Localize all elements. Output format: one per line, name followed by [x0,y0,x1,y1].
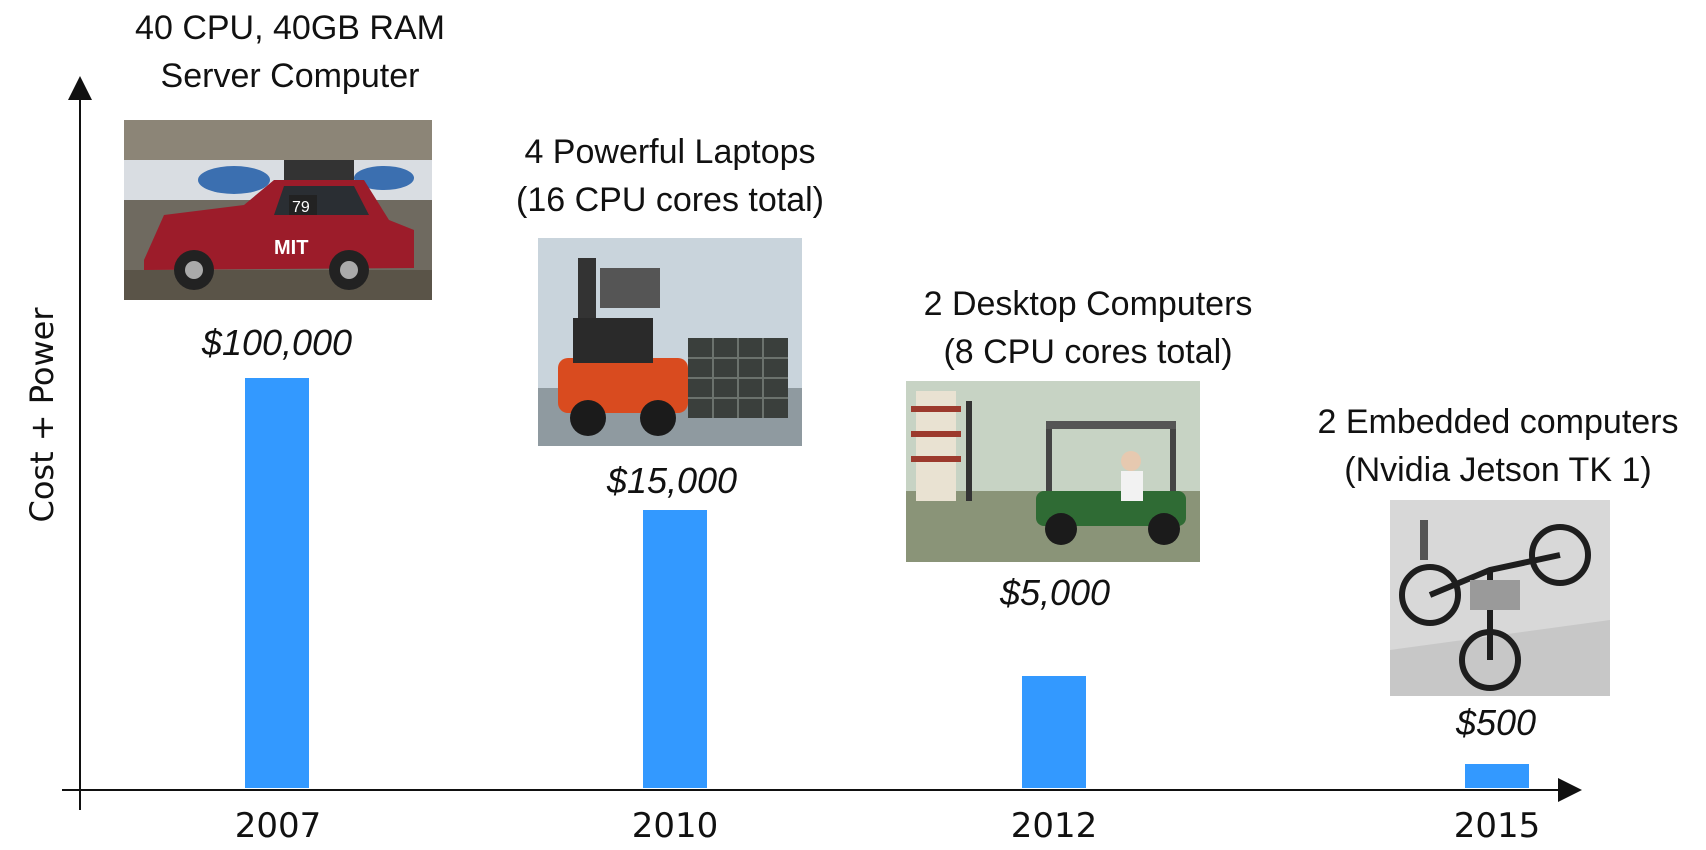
caption-2015-line1: 2 Embedded computers [1317,403,1679,441]
caption-2010-line1: 4 Powerful Laptops [524,133,816,171]
red-suv-autonomous-vehicle-photo: 79 MIT [124,120,432,300]
caption-2012-line2: (8 CPU cores total) [943,333,1233,371]
caption-2012-line1: 2 Desktop Computers [923,285,1253,323]
price-2012: $5,000 [999,572,1111,613]
svg-text:MIT: MIT [274,237,308,259]
bar-2010 [643,510,707,788]
x-tick-2010: 2010 [631,806,719,846]
price-2010: $15,000 [606,460,738,501]
svg-text:79: 79 [292,199,310,216]
bar-2015 [1465,764,1529,788]
price-2015: $500 [1455,702,1537,743]
price-2007: $100,000 [201,322,353,363]
x-tick-2012: 2012 [1010,806,1098,846]
caption-2007-line2: Server Computer [160,57,420,95]
autonomous-tricycle-photo [1390,500,1610,696]
y-axis-label: Cost + Power [23,307,61,523]
caption-2007: 40 CPU, 40GB RAM Server Computer [135,4,445,100]
robotic-forklift-photo [538,238,802,446]
caption-2010: 4 Powerful Laptops (16 CPU cores total) [516,128,824,224]
x-tick-2007: 2007 [234,806,322,846]
bar-2012 [1022,676,1086,788]
caption-2012: 2 Desktop Computers (8 CPU cores total) [924,280,1253,376]
bar-2007 [245,378,309,788]
autonomous-golf-cart-photo [906,381,1200,562]
caption-2015-line2: (Nvidia Jetson TK 1) [1344,451,1652,489]
caption-2015: 2 Embedded computers (Nvidia Jetson TK 1… [1318,398,1679,494]
x-tick-2015: 2015 [1453,806,1541,846]
caption-2010-line2: (16 CPU cores total) [516,181,824,219]
caption-2007-line1: 40 CPU, 40GB RAM [135,9,445,47]
